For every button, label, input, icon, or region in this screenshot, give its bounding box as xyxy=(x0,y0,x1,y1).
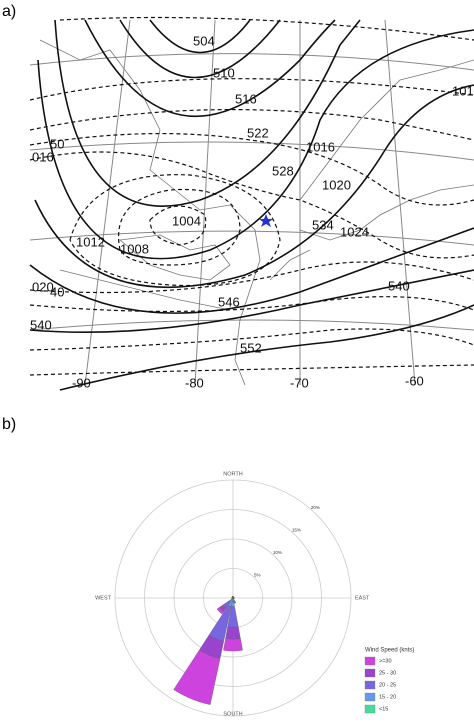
contour-label: 1012 xyxy=(76,234,105,249)
contour-label: 1024 xyxy=(340,224,369,239)
contour-label: 1020 xyxy=(322,177,351,192)
contour-label: 1016 xyxy=(306,139,335,154)
ring-label: 15% xyxy=(292,527,301,532)
contour-label: 016 xyxy=(32,149,54,164)
panel-label: b) xyxy=(2,416,16,433)
contour-label: 546 xyxy=(218,294,240,309)
ring-label: 10% xyxy=(273,550,282,555)
rose-segment xyxy=(226,627,241,639)
legend-label: 20 - 25 xyxy=(379,682,396,688)
ring-label: 5% xyxy=(254,573,261,578)
contour-label: 534 xyxy=(312,217,334,232)
longitude-label: -80 xyxy=(185,375,204,390)
legend-swatch xyxy=(365,705,375,713)
legend-swatch xyxy=(365,657,375,665)
contour-label: 1004 xyxy=(172,213,201,228)
legend-label: 15 - 20 xyxy=(379,694,396,700)
contour-label: 552 xyxy=(240,340,262,355)
legend-label: <15 xyxy=(379,706,388,712)
map: 504 510 516 522 528 534 540 546 552 50 4… xyxy=(30,18,474,391)
legend-swatch xyxy=(365,669,375,677)
contour-label: 540 xyxy=(388,278,410,293)
wind-rose: 5% 10% 15% 20% NORTH EAST SOUTH WEST Wind Speed … xyxy=(95,471,414,717)
contour-label: 101 xyxy=(452,83,474,98)
rose-segment xyxy=(174,650,220,705)
longitude-label: -70 xyxy=(290,375,309,390)
legend-swatch xyxy=(365,681,375,689)
ring-label: 20% xyxy=(311,505,320,510)
contour-label: 528 xyxy=(272,163,294,178)
panel-label: a) xyxy=(2,3,16,20)
rose-segment xyxy=(223,639,242,651)
direction-label: NORTH xyxy=(223,471,242,477)
map-frame xyxy=(30,20,474,390)
contour-label: 504 xyxy=(193,33,215,48)
direction-label: EAST xyxy=(355,595,370,601)
direction-label: WEST xyxy=(95,595,112,601)
contour-label: 516 xyxy=(235,91,257,106)
direction-label: SOUTH xyxy=(223,711,242,717)
longitude-label: -60 xyxy=(405,373,424,388)
legend-label: 25 - 30 xyxy=(379,670,396,676)
legend-swatch xyxy=(365,693,375,701)
contour-label: 1008 xyxy=(120,241,149,256)
contour-label: 540 xyxy=(30,317,52,332)
contour-label: 510 xyxy=(213,65,235,80)
legend-label: >=30 xyxy=(379,658,392,664)
contour-label: 020 xyxy=(32,279,54,294)
legend-title: Wind Speed (knts) xyxy=(365,648,414,654)
contour-label: 522 xyxy=(247,125,269,140)
longitude-label: -90 xyxy=(72,375,91,390)
